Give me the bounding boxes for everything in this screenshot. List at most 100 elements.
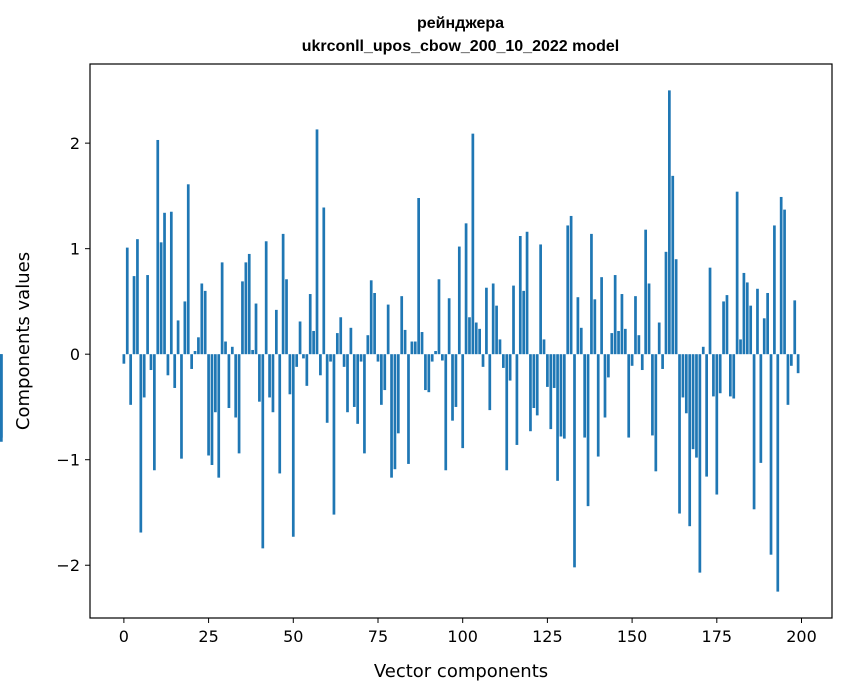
- bar-26: [210, 354, 214, 465]
- bar-114: [508, 354, 512, 381]
- chart-title-line2: ukrconll_upos_cbow_200_10_2022 model: [302, 38, 619, 55]
- bar-90: [427, 354, 431, 393]
- bar-38: [251, 349, 254, 355]
- bar-97: [451, 354, 454, 421]
- bar-58: [319, 354, 322, 376]
- bar-175: [715, 354, 719, 495]
- x-tick-label: 50: [283, 627, 303, 646]
- bar-176: [718, 354, 722, 394]
- bar-149: [627, 354, 631, 438]
- bar-185: [749, 305, 753, 355]
- bar-88: [420, 332, 424, 355]
- bar-28: [217, 354, 221, 478]
- x-tick-label: 125: [532, 627, 563, 646]
- bar-105: [478, 328, 481, 355]
- bar-25: [207, 354, 210, 456]
- bar-undefined: [0, 354, 3, 438]
- x-tick-label: 100: [447, 627, 478, 646]
- bar-104: [474, 322, 478, 355]
- bar-169: [695, 354, 698, 458]
- bar-34: [237, 354, 241, 454]
- bar-182: [739, 339, 742, 355]
- bar-56: [312, 330, 315, 355]
- y-tick-label: 0: [70, 345, 80, 364]
- bar-146: [617, 330, 620, 355]
- bar-6: [142, 354, 146, 398]
- bar-167: [688, 354, 692, 527]
- bar-82: [400, 296, 404, 355]
- bar-181: [735, 191, 739, 355]
- bar-5: [139, 354, 143, 533]
- bar-67: [349, 327, 353, 355]
- bar-145: [613, 275, 617, 355]
- bar-168: [691, 354, 695, 450]
- bar-109: [491, 283, 495, 355]
- bar-192: [773, 225, 776, 355]
- bar-123: [539, 244, 542, 355]
- bar-46: [278, 354, 282, 474]
- bar-108: [488, 354, 492, 411]
- bar-series: [0, 90, 800, 592]
- y-tick-label: 2: [70, 134, 80, 153]
- bar-161: [668, 90, 671, 355]
- bar-92: [434, 351, 437, 355]
- bar-157: [654, 354, 658, 472]
- bar-119: [525, 231, 529, 355]
- bar-23: [200, 283, 204, 355]
- bar-121: [532, 354, 536, 409]
- x-tick-label: 75: [368, 627, 388, 646]
- bar-87: [417, 198, 420, 355]
- bar-21: [193, 351, 197, 355]
- bar-134: [576, 297, 580, 355]
- bar-29: [220, 262, 224, 355]
- bar-94: [441, 354, 444, 361]
- bar-36: [244, 262, 248, 355]
- bar-2: [129, 354, 133, 405]
- bar-57: [315, 129, 319, 355]
- bar-91: [430, 354, 434, 362]
- chart-title-line1: рейнджера: [417, 15, 504, 32]
- bar-144: [610, 333, 614, 355]
- bar-126: [549, 354, 553, 430]
- bar-78: [386, 304, 390, 355]
- bar-183: [742, 272, 746, 355]
- bar-52: [298, 321, 302, 355]
- bar-96: [447, 298, 451, 355]
- bar-107: [485, 287, 488, 355]
- bar-171: [701, 346, 705, 355]
- x-tick-label: 150: [617, 627, 648, 646]
- bar-40: [258, 354, 261, 402]
- bar-75: [376, 354, 380, 362]
- bar-159: [661, 354, 664, 369]
- bar-99: [457, 246, 461, 355]
- bar-74: [373, 292, 376, 355]
- bar-199: [796, 354, 800, 374]
- bar-14: [169, 211, 173, 355]
- bar-65: [342, 354, 346, 367]
- bar-186: [752, 354, 756, 510]
- bar-133: [573, 354, 576, 568]
- bar-77: [383, 354, 387, 391]
- bar-11: [159, 242, 163, 355]
- bar-63: [335, 333, 339, 355]
- bar-39: [254, 303, 258, 355]
- bar-116: [515, 354, 519, 445]
- bar-106: [481, 354, 485, 367]
- bar-41: [261, 354, 265, 549]
- bar-170: [698, 354, 702, 573]
- bar-9: [153, 354, 156, 471]
- bar-113: [505, 354, 509, 471]
- bar-156: [651, 354, 654, 436]
- bar-27: [214, 354, 217, 413]
- bar-89: [424, 354, 427, 391]
- bar-162: [671, 175, 675, 355]
- bar-42: [264, 241, 268, 355]
- x-axis-ticks: 0 25 50 75 100 125 150 175 200: [119, 618, 817, 646]
- bar-35: [241, 281, 244, 355]
- bar-136: [583, 354, 587, 438]
- bar-44: [271, 354, 275, 413]
- bar-71: [363, 354, 366, 454]
- bar-55: [308, 294, 312, 355]
- bar-49: [288, 354, 292, 395]
- bar-22: [197, 337, 200, 355]
